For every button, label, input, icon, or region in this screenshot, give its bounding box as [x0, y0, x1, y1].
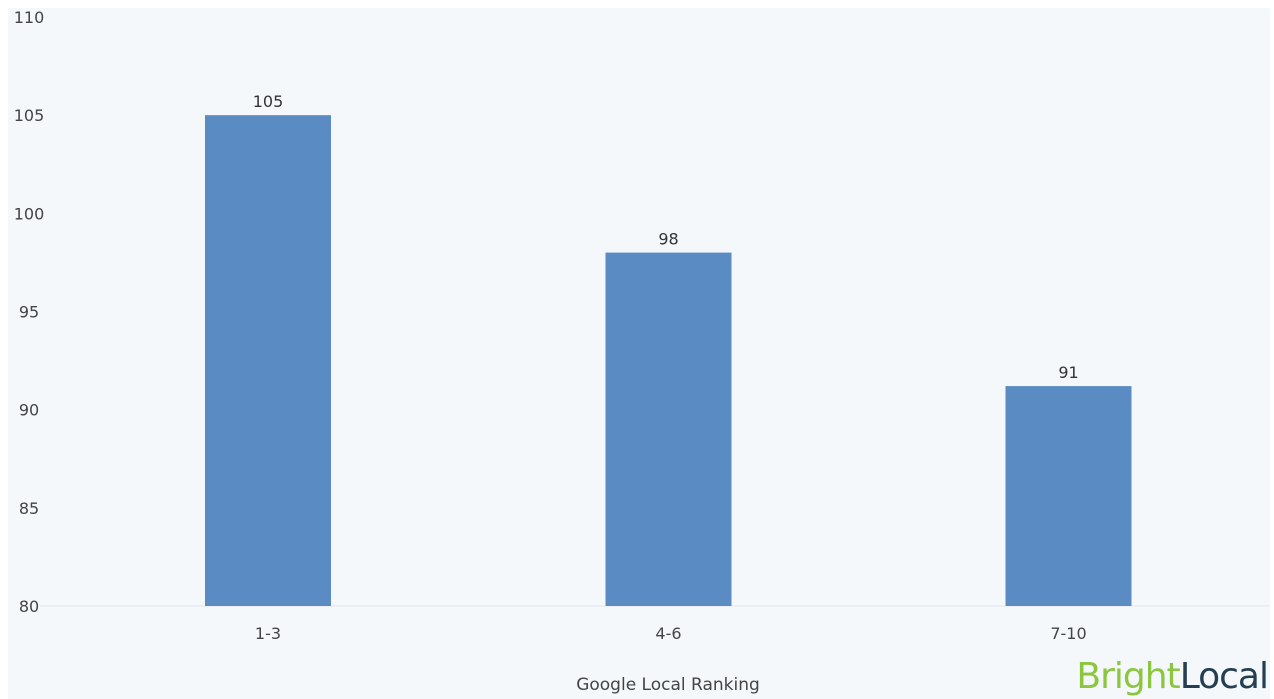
brightlocal-logo: BrightLocal [1076, 656, 1269, 697]
y-tick-label: 80 [19, 597, 39, 616]
bar [1005, 386, 1132, 606]
data-label: 91 [1058, 363, 1078, 382]
logo-bright-text: Bright [1076, 656, 1180, 697]
bar [605, 252, 732, 606]
bars-group: 105 98 91 [205, 92, 1132, 607]
bar [205, 115, 331, 607]
x-tick-label: 7-10 [1050, 624, 1086, 643]
data-label: 105 [253, 92, 284, 111]
x-axis: 1-3 4-6 7-10 [255, 624, 1087, 643]
y-tick-label: 100 [14, 204, 45, 223]
y-tick-label: 95 [19, 303, 39, 322]
y-tick-label: 85 [19, 499, 39, 518]
x-tick-label: 4-6 [655, 624, 681, 643]
logo-local-text: Local [1179, 656, 1269, 697]
y-tick-label: 105 [14, 106, 45, 125]
y-tick-label: 90 [19, 401, 39, 420]
x-tick-label: 1-3 [255, 624, 281, 643]
x-axis-title: Google Local Ranking [576, 675, 760, 695]
y-tick-label: 110 [14, 8, 45, 27]
y-axis: 80 85 90 95 100 105 110 [14, 8, 45, 616]
data-label: 98 [658, 230, 678, 249]
